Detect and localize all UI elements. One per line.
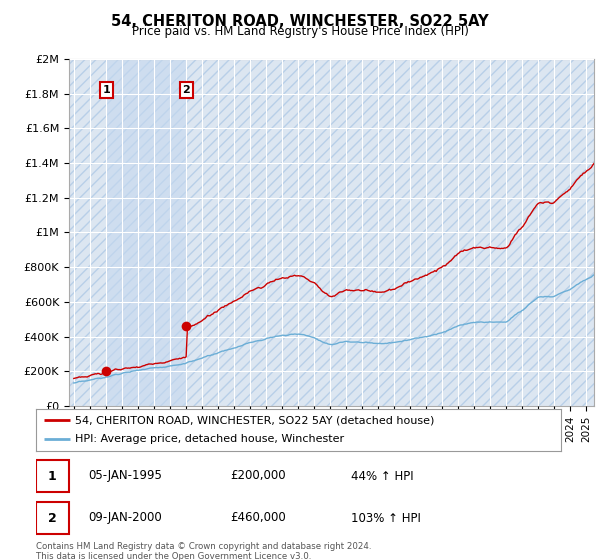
Text: 2: 2 [48, 511, 56, 525]
Bar [36, 502, 68, 534]
Text: 1: 1 [103, 85, 110, 95]
Text: Price paid vs. HM Land Registry's House Price Index (HPI): Price paid vs. HM Land Registry's House … [131, 25, 469, 38]
Text: 05-JAN-1995: 05-JAN-1995 [89, 469, 163, 483]
Text: Contains HM Land Registry data © Crown copyright and database right 2024.
This d: Contains HM Land Registry data © Crown c… [36, 542, 371, 560]
Text: 09-JAN-2000: 09-JAN-2000 [89, 511, 162, 525]
Bar [36, 460, 68, 492]
Bar [106, 59, 187, 406]
Text: HPI: Average price, detached house, Winchester: HPI: Average price, detached house, Winc… [76, 435, 344, 445]
Text: 54, CHERITON ROAD, WINCHESTER, SO22 5AY (detached house): 54, CHERITON ROAD, WINCHESTER, SO22 5AY … [76, 415, 435, 425]
Text: £460,000: £460,000 [230, 511, 286, 525]
Text: 103% ↑ HPI: 103% ↑ HPI [351, 511, 421, 525]
Text: 54, CHERITON ROAD, WINCHESTER, SO22 5AY: 54, CHERITON ROAD, WINCHESTER, SO22 5AY [111, 14, 489, 29]
Text: 44% ↑ HPI: 44% ↑ HPI [351, 469, 413, 483]
Text: £200,000: £200,000 [230, 469, 286, 483]
Text: 1: 1 [48, 469, 56, 483]
Text: 2: 2 [182, 85, 190, 95]
